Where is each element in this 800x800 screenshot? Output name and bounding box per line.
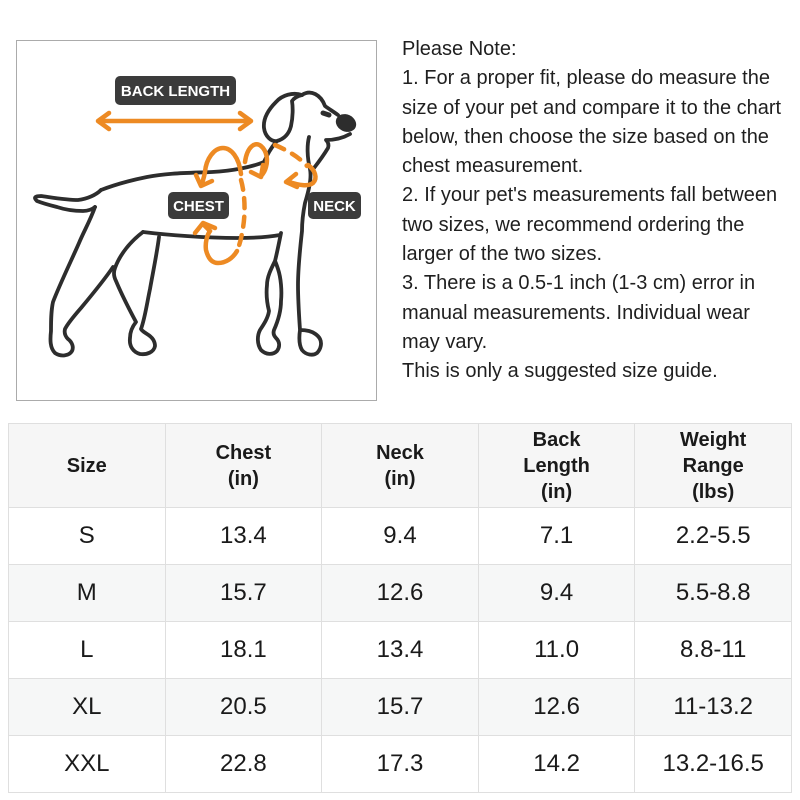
svg-text:CHEST: CHEST — [173, 198, 224, 215]
svg-text:NECK: NECK — [313, 198, 356, 215]
svg-text:BACK LENGTH: BACK LENGTH — [121, 83, 230, 100]
